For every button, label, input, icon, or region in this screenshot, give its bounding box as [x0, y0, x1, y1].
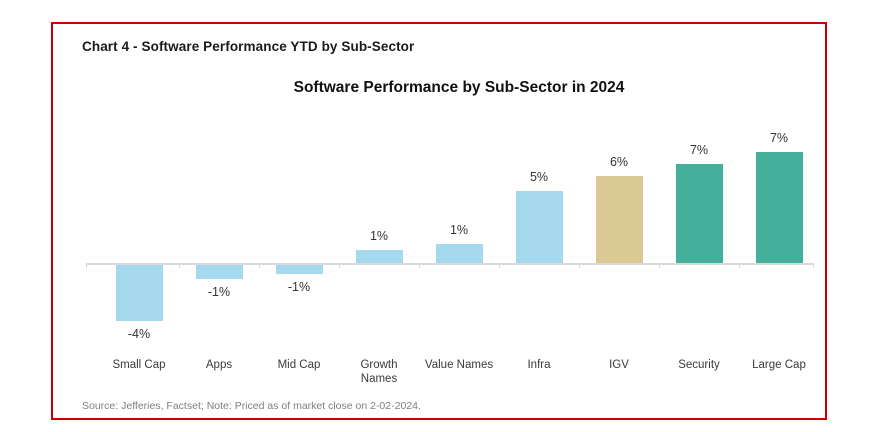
category-label: Small Cap — [112, 359, 166, 371]
data-label: -1% — [287, 280, 311, 295]
bar-growth-names — [355, 249, 403, 263]
category-label: Security — [678, 359, 720, 371]
axis-tick — [259, 263, 260, 268]
bar-apps — [195, 265, 243, 279]
source-note: Source: Jefferies, Factset; Note: Priced… — [82, 400, 421, 412]
category-label: Value Names — [424, 359, 494, 371]
axis-tick — [419, 263, 420, 268]
bar-igv — [595, 176, 643, 263]
category-label: Apps — [205, 359, 233, 371]
category-label: Infra — [527, 359, 551, 371]
data-label: 1% — [369, 228, 389, 243]
axis-tick — [499, 263, 500, 268]
bar-security — [675, 164, 723, 263]
data-label: 1% — [449, 223, 469, 238]
axis-tick — [339, 263, 340, 268]
data-label: 5% — [529, 169, 549, 184]
chart-title: Software Performance by Sub-Sector in 20… — [293, 79, 625, 96]
axis-tick — [579, 263, 580, 268]
bar-large-cap — [755, 151, 803, 263]
axis-tick — [739, 263, 740, 268]
category-label: IGV — [609, 359, 629, 371]
bar-infra — [515, 190, 563, 263]
category-label: Growth Names — [360, 359, 398, 385]
bar-mid-cap — [275, 265, 323, 275]
data-label: 7% — [689, 143, 709, 158]
data-label: 7% — [769, 130, 789, 145]
chart-frame: Chart 4 - Software Performance YTD by Su… — [51, 22, 827, 420]
bar-small-cap — [115, 265, 163, 321]
data-label: -1% — [207, 285, 231, 299]
bar-chart-plot-area: -4% Small Cap -1% Apps -1% Mid Cap 1% Growth Na… — [99, 24, 819, 421]
category-label: Mid Cap — [277, 359, 321, 371]
x-axis-line — [86, 263, 814, 265]
data-label: -4% — [127, 327, 151, 341]
axis-tick — [86, 263, 87, 268]
axis-tick — [179, 263, 180, 268]
bar-value-names — [435, 244, 483, 263]
axis-tick — [813, 263, 814, 268]
category-label: Large Cap — [752, 359, 806, 371]
data-label: 6% — [609, 155, 629, 170]
axis-tick — [659, 263, 660, 268]
chart-header-title: Chart 4 - Software Performance YTD by Su… — [82, 39, 415, 54]
